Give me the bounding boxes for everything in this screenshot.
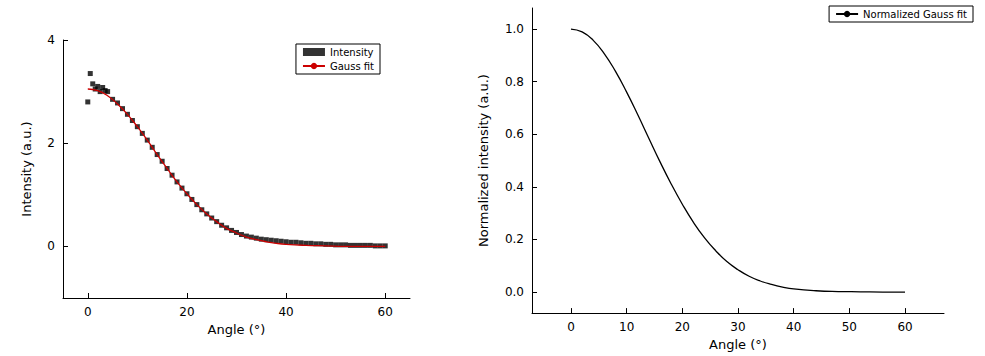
svg-text:2: 2 [47,136,55,150]
svg-text:20: 20 [179,305,194,319]
svg-text:Intensity: Intensity [330,47,374,58]
svg-text:Normalized Gauss fit: Normalized Gauss fit [863,9,967,20]
svg-text:0.6: 0.6 [505,127,524,141]
svg-text:60: 60 [378,305,393,319]
svg-text:0.0: 0.0 [505,285,524,299]
svg-text:40: 40 [278,305,293,319]
svg-text:0: 0 [567,320,575,334]
svg-text:Gauss fit: Gauss fit [330,61,374,72]
svg-text:1.0: 1.0 [505,22,524,36]
svg-text:Angle (°): Angle (°) [208,322,266,337]
svg-text:0.4: 0.4 [505,180,524,194]
svg-text:Normalized intensity (a.u.): Normalized intensity (a.u.) [476,74,491,247]
svg-text:0: 0 [47,239,55,253]
svg-text:40: 40 [786,320,801,334]
svg-text:10: 10 [619,320,634,334]
svg-text:50: 50 [842,320,857,334]
svg-text:0.2: 0.2 [505,232,524,246]
svg-text:Intensity (a.u.): Intensity (a.u.) [19,121,34,216]
svg-text:20: 20 [675,320,690,334]
svg-text:4: 4 [47,33,55,47]
svg-text:30: 30 [730,320,745,334]
svg-text:Angle (°): Angle (°) [709,337,767,352]
svg-text:60: 60 [897,320,912,334]
svg-text:0.8: 0.8 [505,75,524,89]
svg-text:0: 0 [84,305,92,319]
